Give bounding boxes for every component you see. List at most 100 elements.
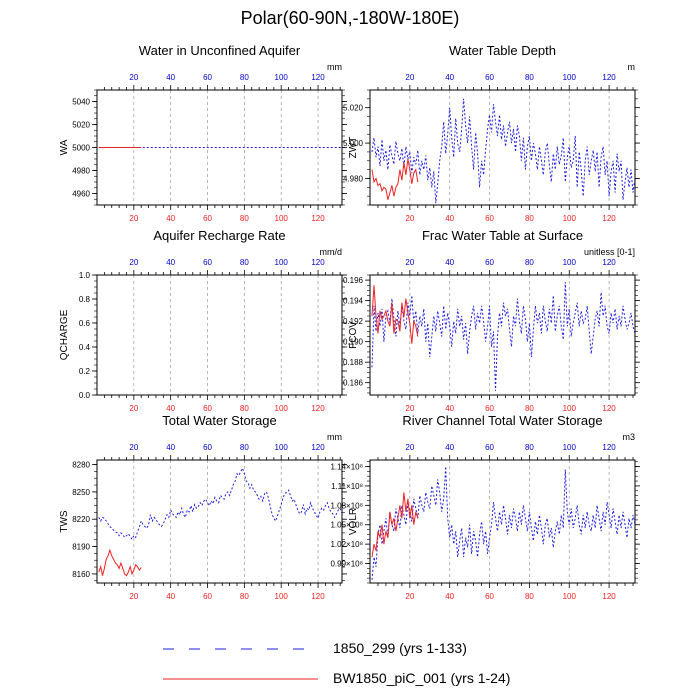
x-tick-label-top: 60 — [203, 258, 212, 267]
x-tick-label-bottom: 100 — [563, 214, 577, 223]
x-tick-label-bottom: 20 — [405, 404, 414, 413]
x-tick-label-bottom: 120 — [311, 214, 325, 223]
y-tick-label: 4980 — [72, 167, 90, 176]
legend-label-series-2: BW1850_piC_001 (yrs 1-24) — [333, 670, 511, 686]
x-tick-label-bottom: 120 — [602, 404, 616, 413]
x-tick-label-bottom: 20 — [129, 404, 138, 413]
series-line-1850_299 — [371, 282, 635, 391]
panel-title: Water Table Depth — [449, 43, 556, 58]
x-tick-label-top: 40 — [166, 443, 175, 452]
y-tick-label: 0.196 — [343, 276, 364, 285]
x-tick-label-bottom: 60 — [203, 214, 212, 223]
series-line-1850_299 — [371, 466, 635, 580]
y-tick-label: 5.000 — [343, 139, 364, 148]
y-tick-label: 1.11×10⁸ — [331, 482, 363, 491]
x-tick-label-bottom: 40 — [445, 592, 454, 601]
y-tick-label: 1.14×10⁸ — [330, 462, 363, 471]
x-tick-label-bottom: 100 — [275, 592, 289, 601]
x-tick-label-bottom: 80 — [525, 592, 534, 601]
y-tick-label: 4.980 — [343, 174, 364, 183]
x-tick-label-top: 100 — [563, 258, 577, 267]
x-tick-label-top: 20 — [405, 73, 414, 82]
x-tick-label-bottom: 60 — [485, 592, 494, 601]
x-tick-label-top: 40 — [166, 258, 175, 267]
series-line-1850_299 — [98, 466, 342, 541]
x-tick-label-top: 60 — [485, 258, 494, 267]
figure-title: Polar(60-90N,-180W-180E) — [240, 8, 460, 28]
x-tick-label-top: 100 — [275, 73, 289, 82]
x-tick-label-bottom: 20 — [129, 592, 138, 601]
x-tick-label-top: 120 — [602, 73, 616, 82]
x-tick-label-bottom: 60 — [485, 404, 494, 413]
y-tick-label: 5000 — [72, 144, 90, 153]
y-tick-label: 8190 — [72, 543, 90, 552]
x-tick-label-top: 100 — [563, 443, 577, 452]
x-tick-label-bottom: 40 — [445, 404, 454, 413]
series-line-BW1850_piC_001 — [371, 158, 419, 200]
y-tick-label: 0.0 — [79, 391, 91, 400]
series-line-1850_299 — [371, 98, 635, 204]
panel-title: Total Water Storage — [162, 413, 276, 428]
plot-frame — [369, 274, 636, 396]
x-tick-label-top: 100 — [563, 73, 577, 82]
x-tick-label-bottom: 40 — [166, 404, 175, 413]
y-axis-label: VOLR — [348, 508, 359, 535]
x-tick-label-bottom: 60 — [203, 592, 212, 601]
x-tick-label-top: 80 — [525, 443, 534, 452]
x-tick-label-bottom: 20 — [405, 214, 414, 223]
panel-units: m — [628, 62, 636, 72]
y-tick-label: 0.186 — [343, 379, 364, 388]
legend-label-series-1: 1850_299 (yrs 1-133) — [333, 640, 467, 656]
y-axis-label: FCOV — [348, 321, 359, 349]
y-tick-label: 0.194 — [343, 297, 364, 306]
y-tick-label: 0.99×10⁸ — [330, 560, 363, 569]
y-tick-label: 1.0 — [79, 271, 91, 280]
y-tick-label: 5020 — [72, 121, 90, 130]
y-tick-label: 5.020 — [343, 104, 364, 113]
y-axis-label: QCHARGE — [59, 309, 70, 360]
y-tick-label: 0.190 — [343, 338, 364, 347]
y-tick-label: 8160 — [72, 570, 90, 579]
plot-frame — [96, 459, 343, 584]
panel-units: m3 — [622, 432, 635, 442]
x-tick-label-top: 20 — [129, 73, 138, 82]
x-tick-label-bottom: 20 — [405, 592, 414, 601]
x-tick-label-bottom: 40 — [445, 214, 454, 223]
y-tick-label: 0.2 — [79, 367, 91, 376]
y-tick-label: 0.6 — [79, 319, 91, 328]
series-line-BW1850_piC_001 — [98, 548, 142, 577]
x-tick-label-bottom: 80 — [525, 214, 534, 223]
x-tick-label-bottom: 100 — [563, 404, 577, 413]
y-tick-label: 4960 — [72, 190, 90, 199]
plot-frame — [369, 459, 636, 584]
x-tick-label-top: 40 — [445, 73, 454, 82]
x-tick-label-top: 60 — [485, 73, 494, 82]
x-tick-label-bottom: 80 — [240, 592, 249, 601]
x-tick-label-top: 80 — [525, 73, 534, 82]
x-tick-label-bottom: 80 — [240, 404, 249, 413]
panel-title: Frac Water Table at Surface — [422, 228, 583, 243]
x-tick-label-top: 20 — [129, 443, 138, 452]
plot-frame — [369, 89, 636, 206]
y-tick-label: 1.02×10⁸ — [330, 540, 363, 549]
x-tick-label-top: 40 — [445, 443, 454, 452]
x-tick-label-top: 100 — [275, 443, 289, 452]
panel-units: mm/d — [320, 247, 343, 257]
series-line-BW1850_piC_001 — [371, 492, 419, 558]
y-tick-label: 0.8 — [79, 295, 91, 304]
y-axis-label: ZWT — [348, 137, 359, 159]
x-tick-label-top: 60 — [485, 443, 494, 452]
x-tick-label-top: 80 — [240, 73, 249, 82]
x-tick-label-bottom: 120 — [602, 592, 616, 601]
x-tick-label-top: 80 — [525, 258, 534, 267]
x-tick-label-bottom: 80 — [240, 214, 249, 223]
x-tick-label-bottom: 20 — [129, 214, 138, 223]
x-tick-label-top: 80 — [240, 258, 249, 267]
x-tick-label-bottom: 40 — [166, 214, 175, 223]
x-tick-label-bottom: 120 — [602, 214, 616, 223]
x-tick-label-bottom: 100 — [275, 404, 289, 413]
x-tick-label-top: 20 — [129, 258, 138, 267]
x-tick-label-top: 80 — [240, 443, 249, 452]
y-tick-label: 8280 — [72, 461, 90, 470]
